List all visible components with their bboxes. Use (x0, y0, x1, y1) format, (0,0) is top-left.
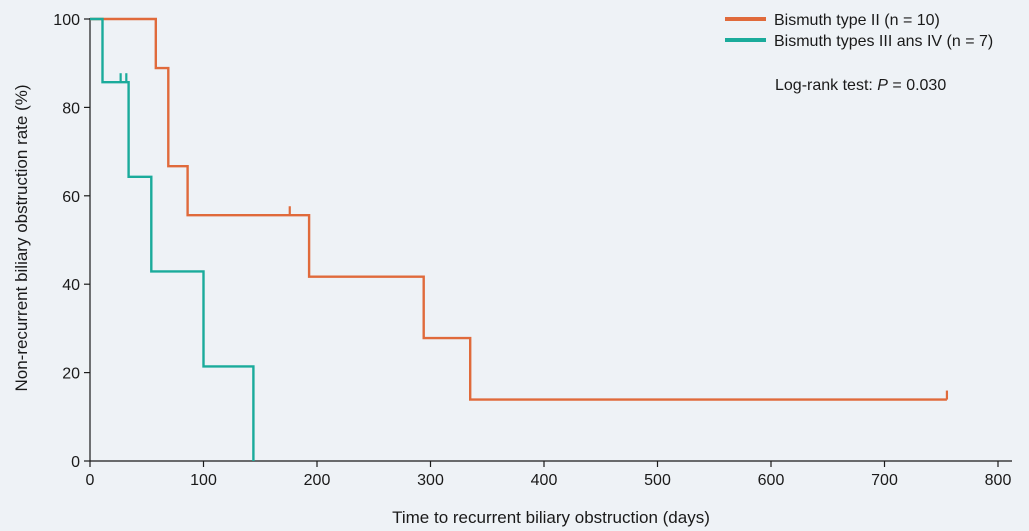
x-tick-label: 200 (304, 472, 331, 489)
plot-area: 0 100 200 300 400 500 600 700 800 0 20 40 60 80 100 (53, 12, 1012, 489)
y-tick-label: 0 (71, 454, 80, 471)
y-tick-label: 100 (53, 12, 80, 29)
x-ticks: 0 100 200 300 400 500 600 700 800 (86, 461, 1012, 489)
y-tick-label: 20 (62, 366, 80, 383)
x-tick-label: 100 (190, 472, 217, 489)
y-tick-label: 60 (62, 189, 80, 206)
x-tick-label: 500 (644, 472, 671, 489)
log-rank-annotation: Log-rank test: P = 0.030 (775, 77, 946, 94)
y-ticks: 0 20 40 60 80 100 (53, 12, 90, 471)
x-tick-label: 0 (86, 472, 95, 489)
x-tick-label: 300 (417, 472, 444, 489)
series-layer (90, 17, 949, 461)
series-line-1 (90, 17, 255, 461)
legend: Bismuth type II (n = 10) Bismuth types I… (725, 12, 993, 50)
annotation-p: P (877, 77, 888, 94)
y-tick-label: 40 (62, 277, 80, 294)
annotation-prefix: Log-rank test: (775, 77, 877, 94)
x-tick-label: 400 (531, 472, 558, 489)
legend-label-bismuth-type-ii: Bismuth type II (n = 10) (774, 12, 940, 29)
x-axis-title: Time to recurrent biliary obstruction (d… (392, 508, 710, 527)
annotation-value: = 0.030 (888, 77, 946, 94)
legend-label-bismuth-types-iii-iv: Bismuth types III ans IV (n = 7) (774, 33, 993, 50)
x-tick-label: 600 (758, 472, 785, 489)
y-axis-title: Non-recurrent biliary obstruction rate (… (12, 84, 31, 391)
y-tick-label: 80 (62, 100, 80, 117)
series-line-0 (90, 17, 947, 401)
x-tick-label: 700 (871, 472, 898, 489)
x-tick-label: 800 (985, 472, 1012, 489)
